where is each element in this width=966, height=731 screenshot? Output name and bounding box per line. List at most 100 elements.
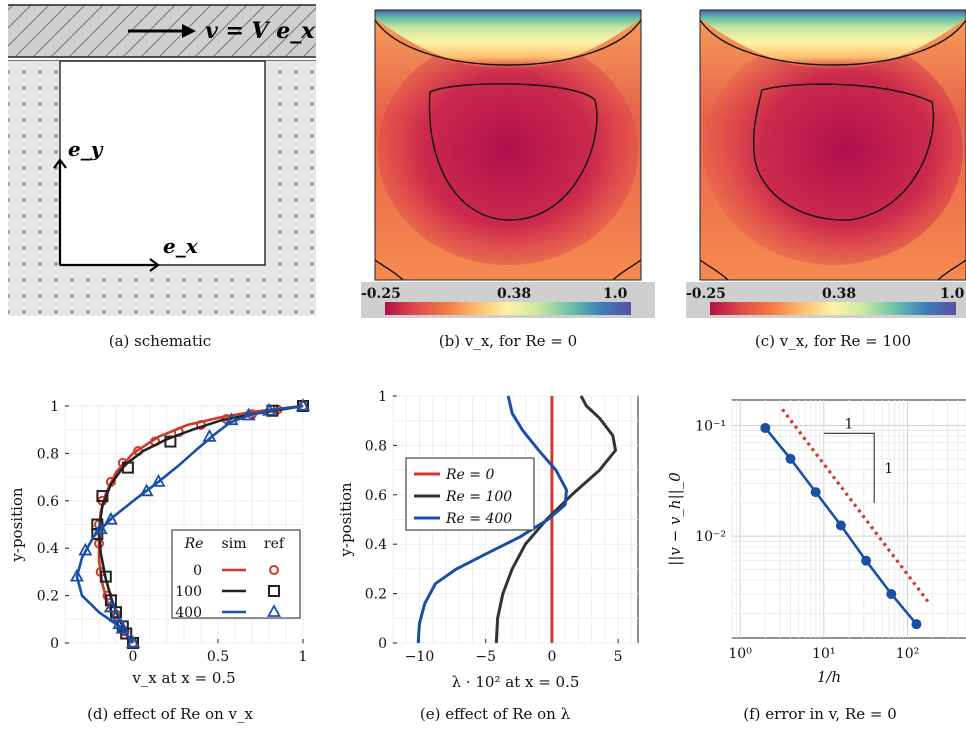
series-400-marker bbox=[112, 616, 127, 629]
y-tick-label: 0.2 bbox=[365, 587, 387, 603]
contour-core bbox=[752, 83, 935, 221]
series-400-marker bbox=[202, 428, 217, 442]
x-tick-label: 10⁰ bbox=[728, 646, 752, 662]
x-axis-label: 1/h bbox=[817, 668, 841, 686]
y-tick-label: 0 bbox=[50, 636, 59, 652]
legend-label: 400 bbox=[175, 605, 202, 621]
field-panel-b: -0.25 0.38 1.0 bbox=[361, 9, 655, 320]
series-100-marker bbox=[104, 594, 117, 607]
field-border bbox=[699, 9, 966, 281]
lid-velocity-label: v = V e_x bbox=[205, 18, 315, 44]
reference-slope-line bbox=[781, 408, 931, 604]
series-400-marker bbox=[139, 483, 154, 497]
caption-c: (c) v_x, for Re = 100 bbox=[754, 332, 912, 350]
legend-label: 100 bbox=[175, 584, 202, 600]
chart-d: 0 0.5 1 0 0.2 0.4 0.6 0.8 1 v_x at x = 0.5 y-posit… bbox=[0, 390, 320, 690]
x-tick-label: −5 bbox=[475, 649, 496, 665]
vortex-core bbox=[378, 35, 638, 265]
error-marker bbox=[785, 453, 796, 464]
legend-label: Re = 400 bbox=[445, 511, 512, 527]
series-400-marker bbox=[224, 412, 239, 426]
y-tick-label: 0.8 bbox=[37, 446, 59, 462]
series-400-marker bbox=[69, 568, 84, 582]
legend-marker bbox=[266, 604, 282, 617]
chart-e-svg: −10 −5 0 5 0 0.2 0.4 0.6 0.8 1 λ · 10² at x = 0.5 y… bbox=[337, 389, 639, 691]
legend-header: Re bbox=[184, 536, 204, 552]
error-marker bbox=[810, 487, 821, 498]
x-axis-label: v_x at x = 0.5 bbox=[131, 669, 235, 687]
caption-d: (d) effect of Re on v_x bbox=[87, 705, 253, 723]
y-tick-label: 0.6 bbox=[365, 488, 387, 504]
contour-corner-right bbox=[612, 259, 642, 281]
x-tick-label: 10² bbox=[896, 646, 919, 662]
y-tick-label: 10⁻² bbox=[695, 529, 726, 545]
colorbar bbox=[385, 302, 631, 315]
series-400-marker bbox=[151, 473, 166, 487]
ey-label: e_y bbox=[68, 137, 104, 161]
series-100-marker bbox=[99, 570, 112, 583]
schematic-panel: v = V e_x e_x e_y bbox=[0, 0, 320, 330]
lid-shear-layer bbox=[700, 10, 966, 69]
lid-shear-layer bbox=[375, 10, 641, 69]
colorbar-max-label: 1.0 bbox=[603, 286, 628, 302]
colorbar-min-label: -0.25 bbox=[686, 286, 726, 302]
contour-lid bbox=[374, 19, 642, 66]
y-tick-label: 0 bbox=[378, 636, 387, 652]
lid-arrow-head bbox=[182, 24, 196, 38]
colorbar bbox=[710, 302, 956, 315]
slope-run-label: 1 bbox=[845, 416, 854, 432]
series-400-marker bbox=[295, 398, 311, 411]
chart-f: 10⁰ 10¹ 10² 10⁻² 10⁻¹ 1 1 1/h ||v − v_h||_0 bbox=[650, 390, 966, 690]
contour-corner-right bbox=[937, 259, 966, 281]
schematic-svg: v = V e_x e_x e_y bbox=[8, 4, 316, 316]
x-tick-label: 0.5 bbox=[207, 649, 229, 665]
colorbar-mid-label: 0.38 bbox=[822, 286, 856, 302]
series-400-marker bbox=[103, 599, 118, 613]
chart-e: −10 −5 0 5 0 0.2 0.4 0.6 0.8 1 λ · 10² at x = 0.5 y… bbox=[325, 389, 645, 691]
error-marker bbox=[886, 588, 897, 599]
series-400-line bbox=[75, 404, 304, 644]
y-tick-label: 1 bbox=[378, 389, 387, 405]
caption-a: (a) schematic bbox=[108, 332, 212, 350]
y-tick-label: 0.2 bbox=[37, 589, 59, 605]
series-400-marker bbox=[241, 407, 256, 421]
contour-core bbox=[428, 83, 598, 221]
series-100-marker bbox=[96, 490, 109, 503]
y-tick-label: 1 bbox=[50, 399, 59, 415]
series-100-marker bbox=[164, 435, 177, 448]
field-panel-c: -0.25 0.38 1.0 bbox=[686, 9, 966, 320]
caption-e: (e) effect of Re on λ bbox=[419, 705, 571, 723]
y-tick-label: 0.6 bbox=[37, 494, 59, 510]
contour-corner-left bbox=[374, 259, 404, 281]
colorbar-mid-label: 0.38 bbox=[497, 286, 531, 302]
y-axis-label: ||v − v_h||_0 bbox=[666, 472, 684, 566]
series-line bbox=[494, 395, 617, 644]
legend-marker bbox=[269, 565, 279, 575]
legend-label: Re = 0 bbox=[445, 467, 494, 483]
series-400-marker bbox=[93, 521, 108, 535]
ex-label: e_x bbox=[163, 234, 199, 258]
field-border bbox=[374, 9, 642, 281]
legend-header: sim bbox=[222, 536, 247, 552]
chart-f-svg: 10⁰ 10¹ 10² 10⁻² 10⁻¹ 1 1 1/h ||v − v_h||_0 bbox=[666, 399, 966, 686]
x-tick-label: 1 bbox=[299, 649, 308, 665]
y-tick-label: 0.4 bbox=[37, 541, 59, 557]
x-tick-label: 5 bbox=[614, 649, 623, 665]
colorbar-min-label: -0.25 bbox=[361, 286, 401, 302]
field-b-svg: -0.25 0.38 1.0 bbox=[361, 9, 655, 318]
error-marker bbox=[760, 422, 771, 433]
y-tick-label: 10⁻¹ bbox=[695, 418, 726, 434]
slope-rise-label: 1 bbox=[884, 461, 893, 477]
series-400-marker bbox=[108, 609, 124, 622]
error-marker bbox=[911, 619, 922, 630]
x-axis-label: λ · 10² at x = 0.5 bbox=[452, 673, 580, 691]
legend-header: ref bbox=[264, 536, 286, 552]
series-400-marker bbox=[125, 635, 141, 648]
legend-box bbox=[171, 529, 301, 619]
colorbar-max-label: 1.0 bbox=[940, 286, 965, 302]
series-100-marker bbox=[121, 461, 134, 474]
x-tick-label: 10¹ bbox=[812, 646, 835, 662]
y-tick-label: 0.4 bbox=[365, 537, 387, 553]
caption-f: (f) error in v, Re = 0 bbox=[743, 705, 897, 723]
legend-label: Re = 100 bbox=[445, 489, 512, 505]
